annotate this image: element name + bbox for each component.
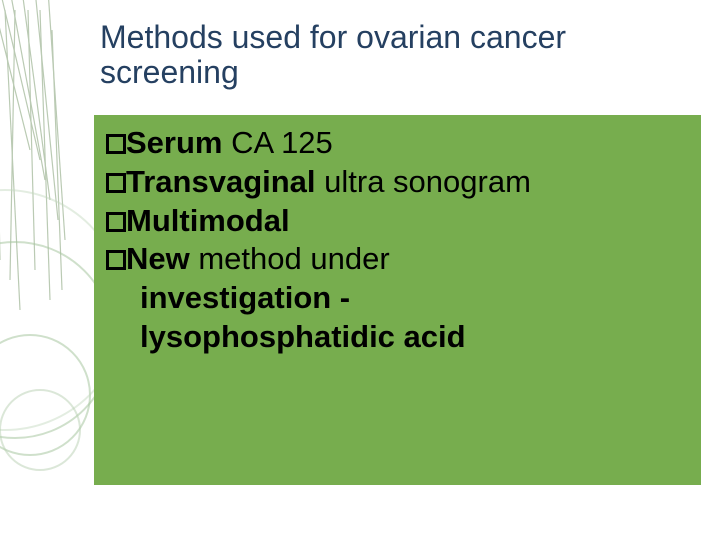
bullet-square-icon (106, 134, 126, 154)
wrap-line-5: investigation - (106, 279, 706, 318)
rest-1: CA 125 (222, 125, 332, 160)
lead-5: investigation - (140, 280, 350, 315)
lead-6: lysophosphatidic acid (140, 319, 466, 354)
rest-4: method under (190, 241, 390, 276)
bullet-square-icon (106, 212, 126, 232)
lead-4: New (126, 241, 190, 276)
wrap-line-6: lysophosphatidic acid (106, 318, 706, 357)
bullet-square-icon (106, 250, 126, 270)
lead-2: Transvaginal (126, 164, 316, 199)
slide: Methods used for ovarian cancer screenin… (0, 0, 720, 540)
lead-1: Serum (126, 125, 222, 160)
bullet-line-2: Transvaginal ultra sonogram (106, 163, 706, 202)
bullet-square-icon (106, 173, 126, 193)
rest-2: ultra sonogram (316, 164, 531, 199)
bullet-line-4: New method under (106, 240, 706, 279)
slide-title: Methods used for ovarian cancer screenin… (100, 20, 700, 90)
content-body: Serum CA 125 Transvaginal ultra sonogram… (106, 124, 706, 357)
lead-3: Multimodal (126, 203, 290, 238)
bullet-line-1: Serum CA 125 (106, 124, 706, 163)
bullet-line-3: Multimodal (106, 202, 706, 241)
